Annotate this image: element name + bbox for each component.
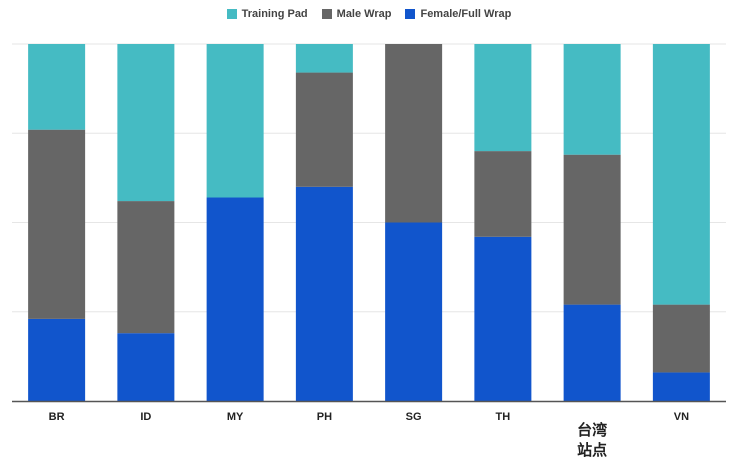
bar-segment xyxy=(563,44,621,155)
chart-legend: Training Pad Male Wrap Female/Full Wrap xyxy=(0,8,738,20)
legend-item: Female/Full Wrap xyxy=(405,8,511,20)
legend-swatch xyxy=(226,9,237,19)
bar-segment xyxy=(295,44,353,73)
bar-segment xyxy=(295,72,353,187)
x-tick-label: MY xyxy=(227,411,244,423)
x-tick-label: BR xyxy=(49,411,65,423)
bar-segment xyxy=(117,333,175,401)
x-tick-label: SG xyxy=(406,411,422,423)
bar-segment xyxy=(652,304,710,373)
bar-segment xyxy=(206,197,264,401)
bar-segment xyxy=(652,44,710,305)
x-tick-label: VN xyxy=(674,411,689,423)
legend-item: Male Wrap xyxy=(321,8,392,20)
legend-label: Male Wrap xyxy=(336,8,392,20)
bar-segment xyxy=(295,186,353,401)
bar-segment xyxy=(117,44,175,202)
x-tick-label: ID xyxy=(140,411,151,423)
bar-segment xyxy=(385,44,443,223)
legend-swatch xyxy=(405,9,416,19)
x-tick-label: PH xyxy=(317,411,332,423)
legend-label: Female/Full Wrap xyxy=(420,8,512,20)
x-tick-label: 台湾站点 xyxy=(577,421,607,459)
bar-segment xyxy=(563,304,621,401)
bar-segment xyxy=(385,222,443,401)
bar-segment xyxy=(206,44,264,198)
bar-segment xyxy=(28,129,86,319)
x-tick-label: TH xyxy=(496,411,511,423)
bar-segment xyxy=(28,44,86,130)
bar-segment xyxy=(28,318,86,401)
legend-swatch xyxy=(321,9,332,19)
legend-label: Training Pad xyxy=(241,8,308,20)
bar-segment xyxy=(474,44,532,152)
bar-segment xyxy=(117,201,175,334)
bar-segment xyxy=(474,151,532,237)
bar-segment xyxy=(652,372,710,401)
bar-segment xyxy=(474,236,532,401)
bar-segment xyxy=(563,154,621,305)
legend-item: Training Pad xyxy=(226,8,308,20)
